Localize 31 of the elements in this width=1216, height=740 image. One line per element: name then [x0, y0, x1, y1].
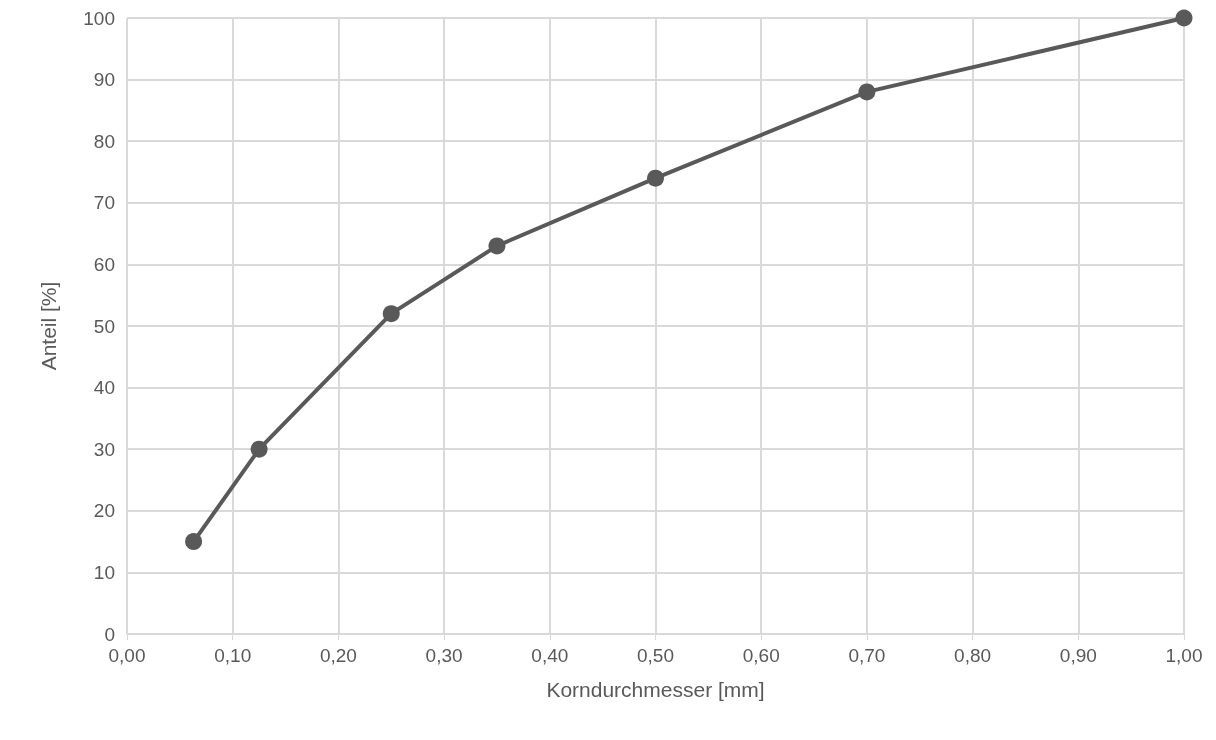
x-tick-label: 0,80	[954, 645, 992, 666]
x-tick-label: 0,00	[108, 645, 146, 666]
y-tick-label: 30	[93, 438, 115, 460]
point	[488, 237, 506, 255]
point	[250, 440, 268, 458]
y-tick-label: 70	[93, 192, 115, 214]
y-tick-label: 60	[93, 253, 115, 275]
x-tick-label: 0,40	[531, 645, 569, 666]
x-tick-label: 0,20	[319, 645, 357, 666]
x-tick-label: 0,70	[848, 645, 886, 666]
y-tick-label: 10	[93, 561, 115, 583]
x-tick-label: 0,10	[214, 645, 252, 666]
y-tick-label: 80	[93, 130, 115, 152]
x-tick-label: 1,00	[1165, 645, 1203, 666]
y-tick-label: 100	[83, 7, 115, 29]
y-tick-label: 20	[93, 500, 115, 522]
point	[382, 305, 400, 323]
point	[1175, 9, 1193, 27]
point	[858, 83, 876, 101]
x-tick-label: 0,90	[1059, 645, 1097, 666]
x-axis-title: Korndurchmesser [mm]	[546, 678, 765, 701]
y-tick-label: 90	[93, 69, 115, 91]
x-tick-label: 0,30	[425, 645, 463, 666]
y-tick-label: 40	[93, 377, 115, 399]
y-axis-title: Anteil [%]	[37, 281, 60, 371]
y-tick-label: 0	[104, 623, 115, 645]
x-tick-label: 0,50	[637, 645, 674, 666]
point	[185, 533, 203, 551]
point	[647, 169, 664, 187]
x-tick-label: 0,60	[742, 645, 780, 666]
y-tick-label: 50	[93, 315, 115, 337]
